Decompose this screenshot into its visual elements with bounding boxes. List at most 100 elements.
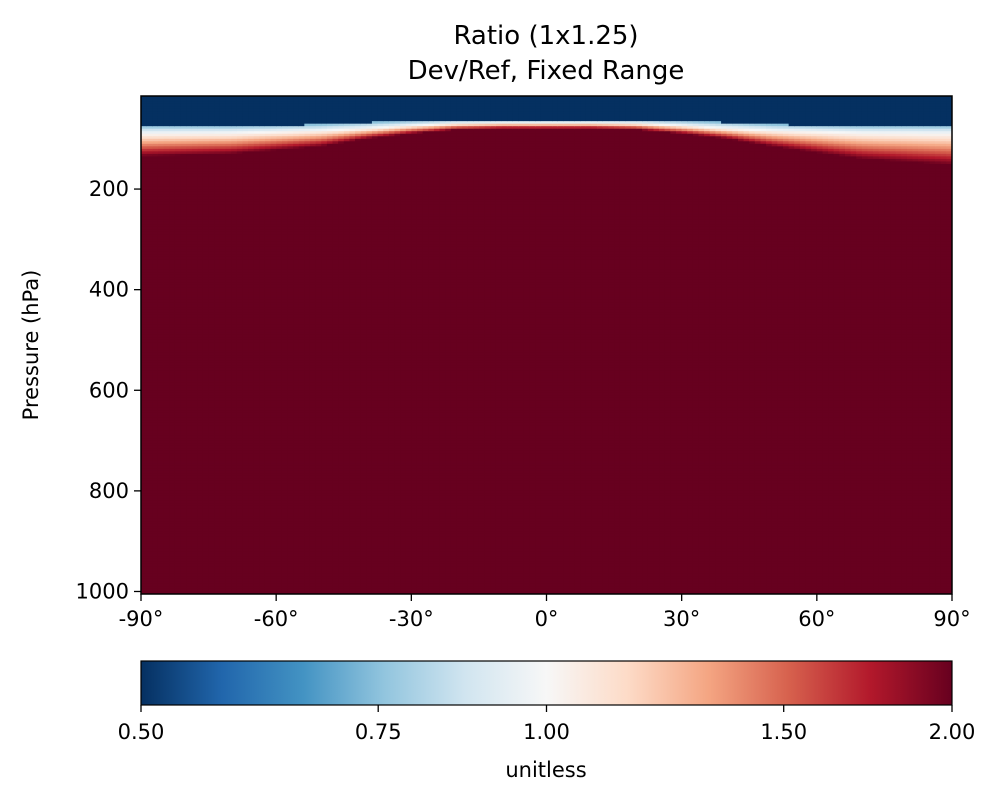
heatmap-cell — [163, 405, 170, 409]
heatmap-cell — [141, 113, 148, 117]
heatmap-cell — [191, 304, 198, 308]
heatmap-cell — [163, 576, 170, 580]
heatmap-cell — [146, 244, 153, 248]
heatmap-cell — [141, 292, 148, 296]
heatmap-cell — [208, 294, 215, 298]
heatmap-cell — [191, 538, 198, 542]
heatmap-cell — [157, 101, 165, 105]
heatmap-cell — [174, 146, 182, 150]
heatmap-cell — [141, 156, 148, 160]
heatmap-cell — [146, 516, 153, 520]
heatmap-cell — [174, 458, 182, 462]
heatmap-cell — [157, 576, 165, 580]
heatmap-cell — [186, 184, 193, 188]
heatmap-cell — [152, 274, 159, 278]
heatmap-cell — [174, 573, 182, 577]
heatmap-cell — [202, 334, 210, 339]
heatmap-cell — [191, 500, 198, 505]
heatmap-cell — [146, 523, 153, 527]
heatmap-cell — [180, 211, 187, 215]
heatmap-cell — [152, 337, 159, 341]
heatmap-cell — [191, 324, 198, 328]
heatmap-cell — [152, 244, 159, 248]
heatmap-cell — [197, 397, 204, 401]
heatmap-cell — [174, 440, 182, 444]
heatmap-cell — [186, 173, 193, 178]
heatmap-cell — [163, 402, 170, 406]
heatmap-cell — [208, 274, 215, 278]
heatmap-cell — [146, 422, 153, 427]
heatmap-cell — [197, 249, 204, 253]
heatmap-cell — [197, 556, 204, 560]
heatmap-cell — [202, 146, 210, 150]
heatmap-cell — [146, 103, 153, 107]
heatmap-cell — [191, 455, 198, 459]
heatmap-cell — [197, 284, 204, 288]
heatmap-cell — [186, 249, 193, 253]
heatmap-cell — [141, 586, 148, 590]
heatmap-cell — [146, 536, 153, 540]
heatmap-cell — [152, 470, 159, 474]
heatmap-cell — [152, 108, 159, 112]
heatmap-cell — [174, 553, 182, 557]
heatmap-cell — [186, 586, 193, 590]
heatmap-cell — [191, 101, 198, 105]
heatmap-cell — [208, 226, 215, 230]
heatmap-cell — [141, 516, 148, 520]
heatmap-cell — [186, 543, 193, 547]
heatmap-cell — [191, 370, 198, 374]
heatmap-cell — [191, 312, 198, 316]
heatmap-cell — [180, 478, 187, 482]
heatmap-cell — [191, 294, 198, 298]
heatmap-cell — [180, 274, 187, 278]
heatmap-cell — [157, 480, 165, 484]
heatmap-cell — [191, 302, 198, 306]
heatmap-cell — [180, 407, 187, 411]
heatmap-cell — [180, 508, 187, 512]
heatmap-cell — [186, 342, 193, 346]
heatmap-cell — [141, 201, 148, 205]
heatmap-cell — [163, 221, 170, 225]
heatmap-cell — [208, 277, 215, 281]
heatmap-cell — [197, 372, 204, 376]
heatmap-cell — [197, 148, 204, 152]
heatmap-cell — [157, 518, 165, 522]
heatmap-cell — [180, 194, 187, 198]
heatmap-cell — [191, 279, 198, 283]
heatmap-cell — [186, 282, 193, 286]
heatmap-cell — [197, 513, 204, 517]
heatmap-cell — [146, 546, 153, 550]
heatmap-cell — [186, 568, 193, 572]
heatmap-cell — [152, 173, 159, 178]
heatmap-cell — [197, 274, 204, 278]
heatmap-cell — [163, 231, 170, 235]
heatmap-cell — [202, 377, 210, 381]
heatmap-cell — [169, 445, 176, 449]
heatmap-cell — [202, 372, 210, 376]
heatmap-cell — [152, 573, 159, 577]
heatmap-cell — [208, 151, 215, 155]
heatmap-cell — [141, 377, 148, 381]
heatmap-cell — [202, 231, 210, 235]
heatmap-cell — [197, 118, 204, 122]
heatmap-cell — [180, 327, 187, 331]
heatmap-cell — [163, 196, 170, 200]
heatmap-cell — [208, 246, 215, 251]
heatmap-cell — [180, 430, 187, 434]
heatmap-cell — [169, 158, 176, 162]
heatmap-cell — [141, 294, 148, 298]
heatmap-cell — [152, 234, 159, 238]
heatmap-cell — [208, 264, 215, 268]
heatmap-cell — [197, 161, 204, 165]
heatmap-cell — [163, 206, 170, 210]
heatmap-cell — [180, 146, 187, 150]
heatmap-cell — [146, 136, 153, 140]
heatmap-cell — [141, 118, 148, 122]
heatmap-cell — [146, 475, 153, 479]
heatmap-cell — [174, 108, 182, 112]
heatmap-cell — [146, 327, 153, 331]
heatmap-cell — [152, 334, 159, 339]
heatmap-cell — [163, 470, 170, 474]
heatmap-cell — [157, 536, 165, 540]
heatmap-cell — [197, 586, 204, 590]
